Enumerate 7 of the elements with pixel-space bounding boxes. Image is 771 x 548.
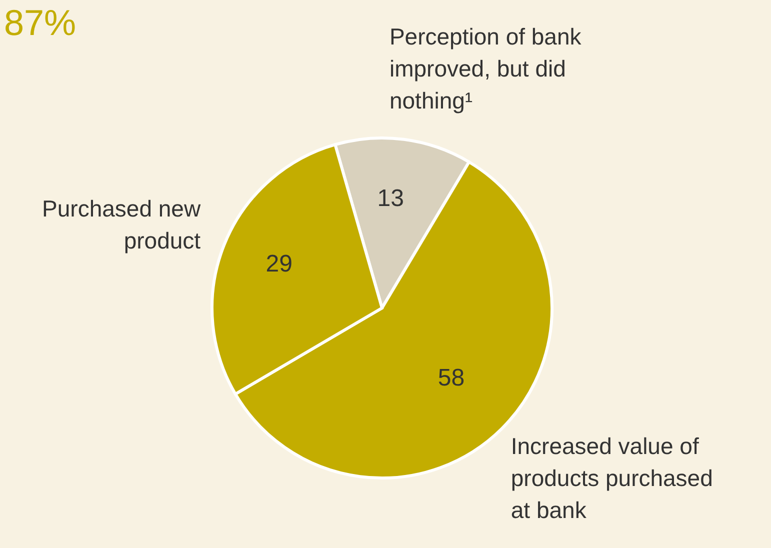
slice-label: Perception of bank improved, but did nothing¹ — [389, 24, 582, 114]
slice-label: Purchased new product — [42, 195, 202, 254]
slice-label: Increased value of products purchased at bank — [510, 432, 713, 523]
data-label: 29 — [266, 250, 292, 278]
data-label: 13 — [377, 184, 404, 212]
chart-title: 87% — [4, 2, 76, 44]
data-label: 58 — [438, 364, 465, 392]
